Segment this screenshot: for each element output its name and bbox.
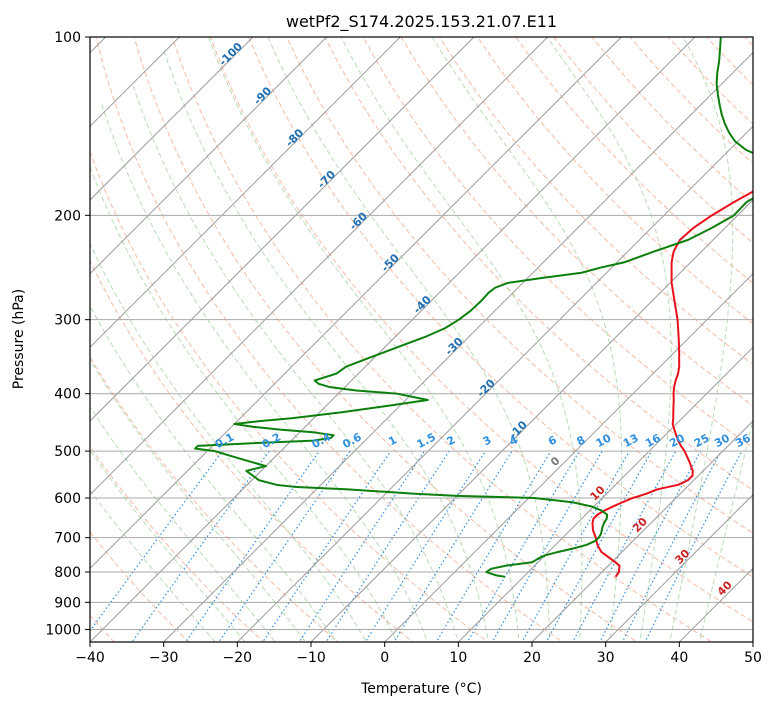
dry-adiabat-line xyxy=(591,37,753,204)
dry-adiabat-line xyxy=(90,150,489,642)
y-tick-label: 700 xyxy=(54,531,81,547)
y-tick-label: 400 xyxy=(54,387,81,403)
dry-adiabat-line xyxy=(90,531,190,642)
mixing-ratio-line xyxy=(298,450,425,642)
x-tick-label: −40 xyxy=(75,650,105,666)
dewpoint-profile-line xyxy=(194,37,753,578)
mixing-ratio-line xyxy=(491,450,603,642)
isotherm-line xyxy=(90,37,475,422)
mixing-ratio-label: 36 xyxy=(733,431,753,450)
y-tick-label: 800 xyxy=(54,565,81,581)
y-tick-label: 100 xyxy=(54,30,81,46)
moist-adiabat-line xyxy=(90,489,216,642)
isotherm-line xyxy=(90,37,696,642)
mixing-ratio-label: 10 xyxy=(594,431,614,450)
plot-frame xyxy=(89,36,754,643)
isotherm-line xyxy=(90,37,402,349)
dry-adiabat-line xyxy=(553,37,753,244)
mixing-ratio-line xyxy=(466,450,580,642)
isotherm-line xyxy=(90,37,181,128)
mixing-ratio-label: 16 xyxy=(643,431,663,450)
isotherm-line xyxy=(310,199,753,642)
isobars xyxy=(90,37,753,630)
dry-adiabat-line xyxy=(286,37,753,534)
x-tick-label: 0 xyxy=(380,650,389,666)
mixing-ratio-label: 20 xyxy=(667,431,687,450)
mixing-ratio-line xyxy=(218,450,351,642)
y-axis-ticks: 1000 900 800 700 600 500 400 300 200 100 xyxy=(45,30,90,638)
x-axis-ticks: −40 −30 −20 −10 0 10 20 30 40 50 xyxy=(75,642,762,666)
dry-adiabat-line xyxy=(362,37,753,449)
moist-adiabat-line xyxy=(90,242,367,642)
y-tick-label: 900 xyxy=(54,595,81,611)
isotherm-line xyxy=(383,272,753,642)
dry-adiabats xyxy=(90,37,753,642)
moist-adiabat-line xyxy=(90,165,398,642)
isotherms xyxy=(90,37,753,642)
chart-title: wetPf2_S174.2025.153.21.07.E11 xyxy=(286,12,557,32)
y-tick-label: 1000 xyxy=(45,622,81,638)
y-tick-label: 600 xyxy=(54,491,81,507)
x-tick-label: 30 xyxy=(597,650,615,666)
isotherm-line xyxy=(531,420,753,642)
moist-adiabat-line xyxy=(208,37,520,642)
moist-adiabat-line xyxy=(90,449,246,642)
x-tick-label: −30 xyxy=(149,650,179,666)
profile-series xyxy=(194,37,753,578)
dry-adiabat-line xyxy=(90,259,414,642)
moist-adiabats xyxy=(90,37,753,642)
mixing-ratio-lines xyxy=(90,450,743,642)
moist-adiabat-line xyxy=(90,358,306,642)
dry-adiabat-line xyxy=(90,445,265,642)
isotherm-line xyxy=(162,51,753,642)
moist-adiabat-line xyxy=(669,37,734,642)
isotherm-line xyxy=(457,346,753,642)
dry-adiabat-line xyxy=(667,37,753,125)
isotherm-line xyxy=(236,125,753,642)
isotherm-line xyxy=(90,37,549,496)
isotherm-line xyxy=(90,37,254,201)
x-tick-label: 50 xyxy=(744,650,762,666)
mixing-ratio-line xyxy=(262,450,392,642)
x-tick-label: −20 xyxy=(223,650,253,666)
dry-adiabat-line xyxy=(209,37,753,623)
moist-adiabat-line xyxy=(131,83,459,642)
x-axis-label: Temperature (°C) xyxy=(360,681,482,697)
x-tick-label: 20 xyxy=(523,650,541,666)
dry-adiabat-line xyxy=(248,37,753,578)
dry-adiabat-line xyxy=(133,37,638,642)
dry-adiabat-line xyxy=(95,37,564,642)
mixing-ratio-line xyxy=(545,450,653,642)
isotherm-line xyxy=(90,37,623,570)
mixing-ratio-line xyxy=(185,450,320,642)
isotherm-line xyxy=(604,493,753,642)
isotherm-line xyxy=(90,37,328,275)
dry-adiabat-line xyxy=(171,37,713,642)
moist-adiabat-line xyxy=(546,37,672,642)
plot-area: 0.1 0.2 0.4 0.6 1 1.5 2 3 4 6 8 10 13 16 20 25 30 36-100-… xyxy=(90,37,753,642)
x-tick-label: −10 xyxy=(296,650,326,666)
moist-adiabat-line xyxy=(90,405,276,642)
dry-adiabat-line xyxy=(400,37,753,407)
dry-adiabat-line xyxy=(477,37,753,325)
mixing-ratio-line xyxy=(325,450,450,642)
mixing-ratio-label: 25 xyxy=(692,431,712,450)
y-tick-label: 500 xyxy=(54,444,81,460)
y-axis-label: Pressure (hPa) xyxy=(11,289,27,389)
mixing-ratio-label: 30 xyxy=(712,431,732,450)
mixing-ratio-line xyxy=(131,450,270,642)
mixing-ratio-line xyxy=(435,450,552,642)
moist-adiabat-line xyxy=(101,104,428,642)
y-tick-label: 200 xyxy=(54,208,81,224)
x-tick-label: 40 xyxy=(670,650,688,666)
mixing-ratio-line xyxy=(644,450,743,642)
moist-adiabat-line xyxy=(90,304,337,642)
mixing-ratio-label: 13 xyxy=(621,431,641,450)
x-tick-label: 10 xyxy=(449,650,467,666)
y-tick-label: 300 xyxy=(54,313,81,329)
